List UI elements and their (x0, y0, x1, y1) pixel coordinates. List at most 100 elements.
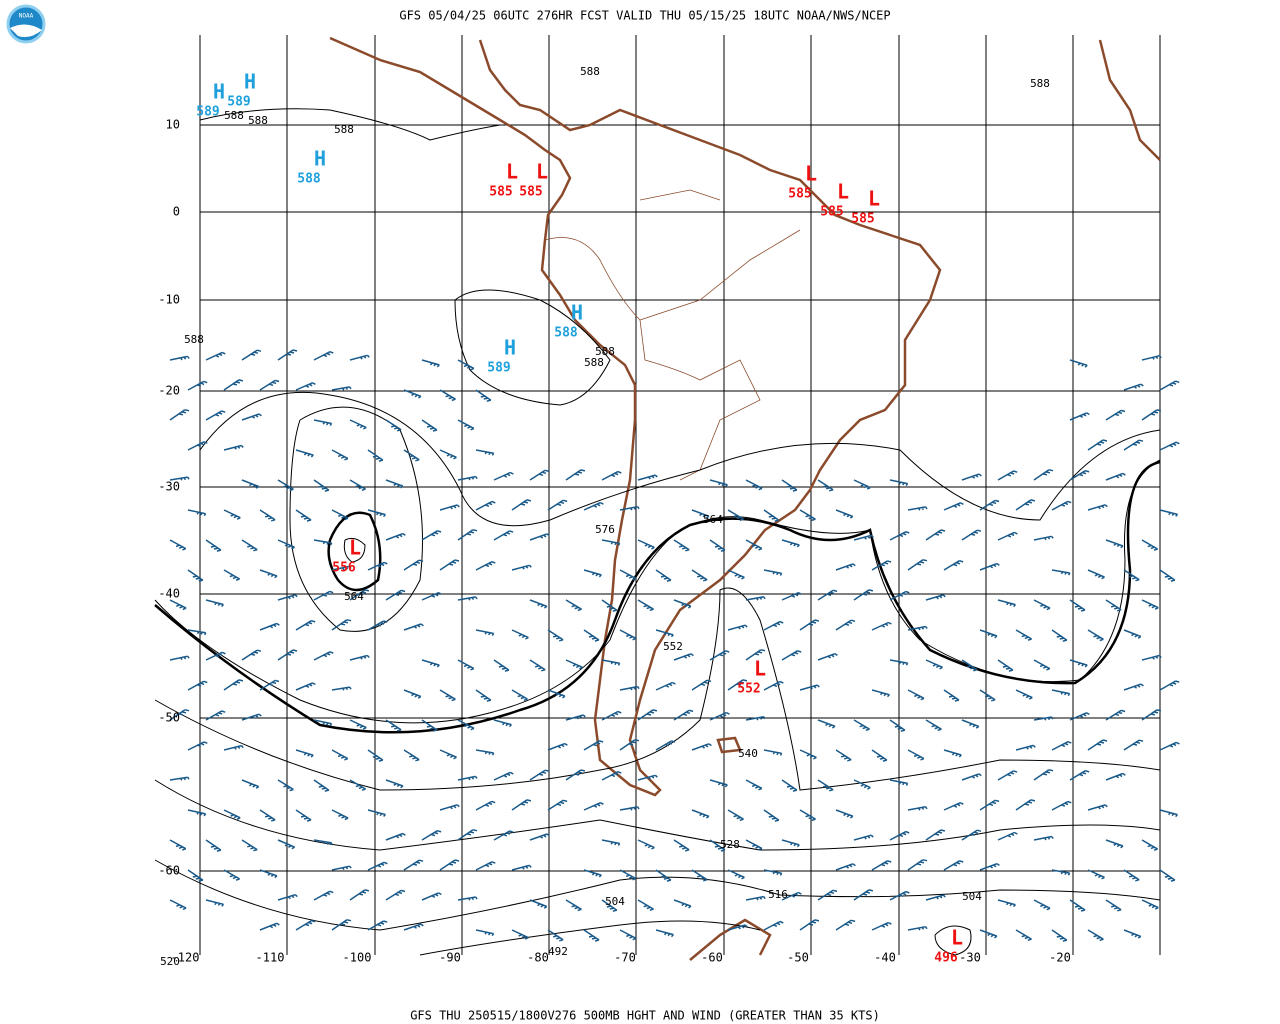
logo: NOAA (6, 4, 46, 44)
wind-barb (637, 839, 655, 850)
wind-barb (457, 719, 475, 731)
wind-barb (475, 929, 495, 937)
wind-barb (313, 651, 334, 661)
wind-barb (817, 479, 834, 492)
wind-barb (457, 775, 478, 781)
wind-barb (547, 499, 568, 511)
wind-barb (223, 744, 244, 751)
longitude-label: -60 (701, 951, 723, 965)
wind-barb (277, 649, 298, 661)
wind-barb (331, 749, 349, 761)
wind-barb (691, 569, 708, 582)
wind-barb (223, 569, 240, 581)
wind-barb (475, 749, 495, 756)
wind-barb (1105, 839, 1124, 849)
wind-barb (241, 649, 262, 661)
wind-barb (331, 809, 349, 821)
wind-barb (169, 839, 187, 851)
wind-barb (781, 839, 800, 848)
wind-barb (997, 470, 1018, 481)
wind-barb (421, 592, 442, 601)
wind-barb (583, 869, 602, 878)
wind-barb (457, 529, 478, 541)
wind-barb (673, 709, 694, 721)
wind-barb (1123, 439, 1144, 451)
wind-barb (1105, 472, 1126, 481)
pressure-center-letter: L (868, 187, 880, 211)
wind-barb (565, 769, 586, 781)
wind-barb (1141, 899, 1159, 910)
wind-barb (367, 449, 384, 462)
wind-barb (1087, 869, 1105, 880)
wind-barb (745, 779, 763, 791)
longitude-label: -40 (874, 951, 896, 965)
contour-label: 588 (1030, 77, 1050, 90)
wind-barb (277, 349, 298, 361)
wind-barb (817, 889, 838, 901)
wind-barb (709, 650, 730, 661)
wind-barb (223, 444, 244, 451)
wind-barb (277, 839, 295, 850)
wind-barb (853, 889, 874, 901)
wind-barb (205, 351, 226, 361)
wind-barb (259, 922, 280, 931)
wind-barb (529, 599, 548, 609)
wind-barb (385, 479, 404, 489)
contour-label: 492 (548, 945, 568, 958)
contour-label: 588 (248, 114, 268, 127)
wind-barb (1159, 380, 1180, 391)
wind-barb (511, 864, 532, 871)
wind-barb (169, 709, 190, 721)
wind-barb (871, 749, 888, 762)
wind-barb (1159, 680, 1180, 691)
wind-barb (853, 834, 874, 841)
wind-barb (421, 719, 438, 732)
wind-barb (1051, 869, 1071, 876)
wind-barb (367, 809, 386, 818)
wind-barb (583, 929, 600, 942)
wind-barb (475, 800, 496, 811)
wind-barb (475, 629, 495, 637)
wind-barb (601, 539, 621, 546)
wind-barb (421, 419, 438, 432)
pressure-center-value: 585 (788, 187, 811, 202)
wind-barb (1051, 500, 1072, 511)
wind-barb (1087, 739, 1108, 751)
wind-barb (781, 650, 802, 661)
pressure-center-value: 496 (934, 951, 958, 966)
wind-barb (871, 921, 892, 931)
wind-barb (511, 929, 529, 940)
wind-barb (601, 899, 618, 912)
wind-barb (223, 809, 241, 820)
wind-barb (493, 530, 514, 541)
contour-label: 588 (184, 333, 204, 346)
wind-barb (745, 839, 763, 851)
wind-barb (745, 895, 766, 901)
wind-barb (403, 689, 422, 699)
wind-barb (727, 624, 748, 631)
pressure-center-value: 585 (820, 205, 843, 220)
wind-barb (223, 679, 244, 691)
wind-barb (781, 479, 798, 492)
wind-barb (439, 804, 460, 811)
wind-barb (1069, 599, 1086, 612)
latitude-label: -40 (158, 587, 180, 601)
wind-barb (169, 476, 190, 481)
wind-barb (547, 629, 564, 642)
wind-barb (187, 741, 208, 751)
contour-label: 504 (605, 895, 625, 908)
longitude-label: -70 (614, 951, 636, 965)
wind-barb (1141, 654, 1162, 661)
wind-barb (385, 889, 406, 901)
wind-barb (187, 509, 207, 517)
wind-barb (367, 561, 388, 571)
wind-barb (601, 659, 621, 666)
wind-barb (241, 839, 258, 852)
wind-barb (655, 569, 672, 582)
wind-barb (673, 653, 694, 661)
wind-barb (205, 410, 226, 421)
contour-label: 588 (595, 345, 615, 358)
wind-barb (1051, 689, 1071, 697)
wind-barb (889, 659, 909, 666)
wind-barb (619, 629, 637, 641)
